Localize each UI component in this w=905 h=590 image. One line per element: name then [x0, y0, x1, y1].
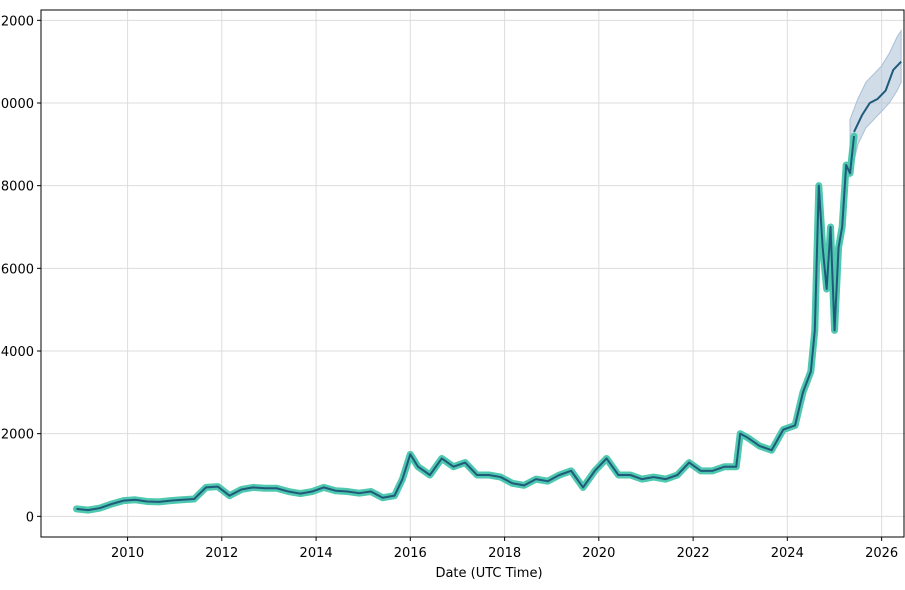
history-line	[76, 135, 856, 512]
forecast-line	[853, 60, 902, 133]
x-tick-label: 2022	[677, 546, 710, 561]
line-layer	[76, 60, 902, 512]
y-tick-label: 12000	[0, 14, 34, 29]
y-tick-label: 6000	[1, 262, 34, 277]
x-tick-label: 2024	[771, 546, 804, 561]
axes: 2010 2012 2014 2016 2018 2020 2022 2024 2026 0 200…	[0, 9, 905, 561]
x-tick-label: 2012	[205, 546, 238, 561]
y-tick-label: 8000	[1, 180, 34, 195]
y-tick-label: 10000	[0, 97, 34, 112]
forecast-band	[849, 28, 902, 178]
x-tick-label: 2014	[300, 546, 333, 561]
y-tick-label: 0	[26, 510, 34, 525]
y-tick-label: 4000	[1, 345, 34, 360]
x-tick-label: 2010	[111, 546, 144, 561]
x-tick-label: 2018	[488, 546, 521, 561]
y-tick-label: 2000	[1, 428, 34, 443]
x-tick-label: 2026	[865, 546, 898, 561]
forecast-band-layer	[849, 28, 902, 178]
plot-frame	[40, 9, 905, 538]
x-tick-label: 2020	[582, 546, 615, 561]
x-axis-label: Date (UTC Time)	[435, 566, 542, 581]
x-tick-label: 2016	[394, 546, 427, 561]
grid	[41, 10, 905, 537]
